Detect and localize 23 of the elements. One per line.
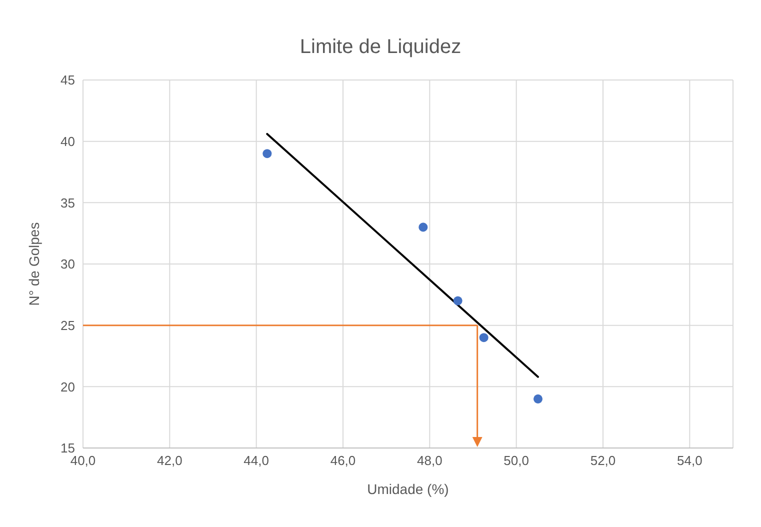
y-tick-label: 15	[60, 440, 75, 456]
x-tick-label: 46,0	[330, 453, 356, 468]
chart-title: Limite de Liquidez	[298, 36, 462, 59]
point	[418, 222, 428, 232]
point	[453, 296, 462, 306]
x-tick-label: 52,0	[590, 453, 616, 468]
x-tick-label: 40,0	[70, 453, 96, 468]
x-axis-title: Umidade (%)	[367, 481, 449, 497]
y-axis-title: N° de Golpes	[26, 222, 42, 306]
y-tick-label: 35	[60, 195, 75, 210]
y-tick-label: 30	[60, 256, 75, 272]
x-tick-label: 54,0	[677, 453, 702, 468]
point	[533, 394, 543, 404]
point	[479, 333, 488, 342]
point	[262, 149, 272, 158]
x-tick-label: 48,0	[417, 453, 442, 468]
y-tick-label: 20	[60, 379, 75, 394]
y-tick-label: 45	[60, 72, 75, 88]
y-tick-label: 25	[60, 318, 75, 333]
x-tick-label: 50,0	[504, 453, 529, 468]
y-tick-label: 40	[60, 134, 75, 149]
x-tick-label: 42,0	[157, 453, 182, 468]
x-tick-label: 44,0	[244, 453, 269, 468]
